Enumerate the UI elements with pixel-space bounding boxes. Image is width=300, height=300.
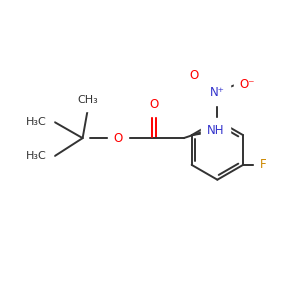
Text: F: F [260,158,266,171]
Text: H₃C: H₃C [26,117,47,127]
Text: NH: NH [207,124,224,137]
Text: O: O [114,132,123,145]
Text: N⁺: N⁺ [210,86,225,99]
Text: H₃C: H₃C [26,151,47,161]
Text: CH₃: CH₃ [77,95,98,106]
Text: O: O [189,69,198,82]
Text: O: O [149,98,159,111]
Text: O⁻: O⁻ [239,78,255,91]
